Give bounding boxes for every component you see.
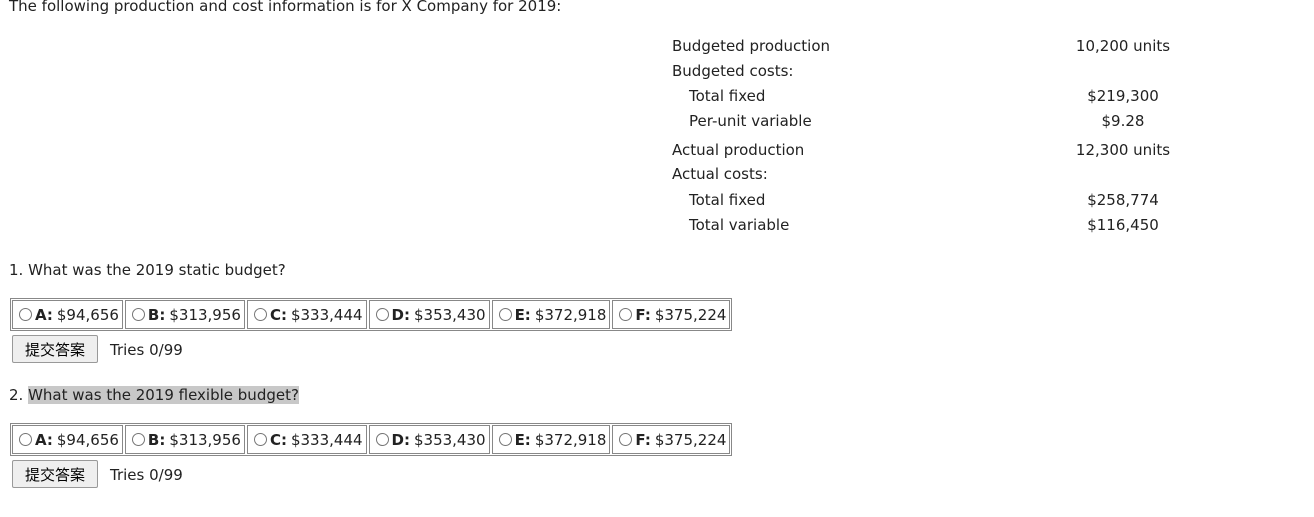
tries: Tries 0/99 (110, 341, 183, 359)
row-label: Budgeted production (672, 37, 831, 55)
option-letter: E: (514, 430, 531, 449)
option-letter: B: (147, 430, 166, 449)
radio[interactable] (619, 308, 633, 321)
option-text: $94,656 (56, 430, 119, 449)
row-value: $258,774 (1087, 191, 1159, 209)
option-text: $372,918 (534, 430, 607, 449)
row-value: $9.28 (1101, 112, 1145, 130)
option-text: $94,656 (56, 305, 119, 324)
row-value: $116,450 (1087, 216, 1159, 234)
option-letter: D: (391, 430, 410, 449)
option-text: $313,956 (169, 305, 241, 324)
row-label: Budgeted costs: (672, 62, 794, 80)
row-label: Per-unit variable (689, 112, 812, 130)
option-text: $375,224 (654, 305, 727, 324)
option-letter: F: (635, 430, 651, 449)
option-text: $353,430 (413, 305, 486, 324)
option-text: $375,224 (654, 430, 727, 449)
option[interactable]: D: $353,430 (368, 425, 490, 454)
radio[interactable] (375, 433, 389, 446)
option-letter: C: (269, 305, 287, 324)
question-number: 2. (9, 386, 24, 404)
question-text: What was the 2019 static budget? (28, 261, 286, 279)
option[interactable]: E: $372,918 (491, 425, 611, 454)
option-letter: D: (391, 305, 410, 324)
option[interactable]: A: $94,656 (12, 425, 123, 454)
options: A: $94,656 B: $313,956 C: $333,444 D: $353,430 E… (10, 423, 733, 456)
option-text: $372,918 (534, 305, 607, 324)
option-letter: A: (35, 305, 53, 324)
radio[interactable] (498, 433, 512, 446)
question-text: What was the 2019 flexible budget? (28, 386, 299, 404)
option-text: $333,444 (290, 305, 363, 324)
option[interactable]: C: $333,444 (246, 425, 367, 454)
row-value: $219,300 (1087, 87, 1159, 105)
radio[interactable] (131, 433, 145, 446)
option-letter: C: (269, 430, 287, 449)
intro: The following production and cost inform… (9, 0, 562, 15)
option[interactable]: F: $375,224 (612, 300, 731, 329)
option[interactable]: B: $313,956 (124, 425, 245, 454)
radio[interactable] (498, 308, 512, 321)
submit-button[interactable]: 提交答案 (12, 335, 98, 363)
question-number: 1. (9, 261, 24, 279)
option[interactable]: A: $94,656 (12, 300, 123, 329)
option[interactable]: B: $313,956 (124, 300, 245, 329)
row-label: Actual production (672, 141, 805, 159)
option[interactable]: D: $353,430 (368, 300, 490, 329)
submit-button[interactable]: 提交答案 (12, 460, 98, 488)
row-value: 10,200 units (1075, 37, 1171, 55)
option[interactable]: C: $333,444 (246, 300, 367, 329)
option-text: $333,444 (290, 430, 363, 449)
option[interactable]: F: $375,224 (612, 425, 731, 454)
option-text: $313,956 (169, 430, 241, 449)
option-text: $353,430 (413, 430, 486, 449)
option-letter: B: (147, 305, 166, 324)
radio[interactable] (131, 308, 145, 321)
row-label: Actual costs: (672, 165, 768, 183)
row-label: Total fixed (689, 191, 766, 209)
row-value: 12,300 units (1075, 141, 1171, 159)
question: 2. What was the 2019 flexible budget? (9, 386, 299, 404)
radio[interactable] (253, 433, 267, 446)
row-label: Total fixed (689, 87, 766, 105)
radio[interactable] (375, 308, 389, 321)
question: 1. What was the 2019 static budget? (9, 261, 286, 279)
option[interactable]: E: $372,918 (491, 300, 611, 329)
option-letter: E: (514, 305, 531, 324)
row-label: Total variable (689, 216, 790, 234)
tries: Tries 0/99 (110, 466, 183, 484)
radio[interactable] (19, 433, 32, 446)
radio[interactable] (19, 308, 32, 321)
options: A: $94,656 B: $313,956 C: $333,444 D: $353,430 E… (10, 298, 733, 331)
radio[interactable] (253, 308, 267, 321)
radio[interactable] (619, 433, 633, 446)
option-letter: F: (635, 305, 651, 324)
option-letter: A: (35, 430, 53, 449)
